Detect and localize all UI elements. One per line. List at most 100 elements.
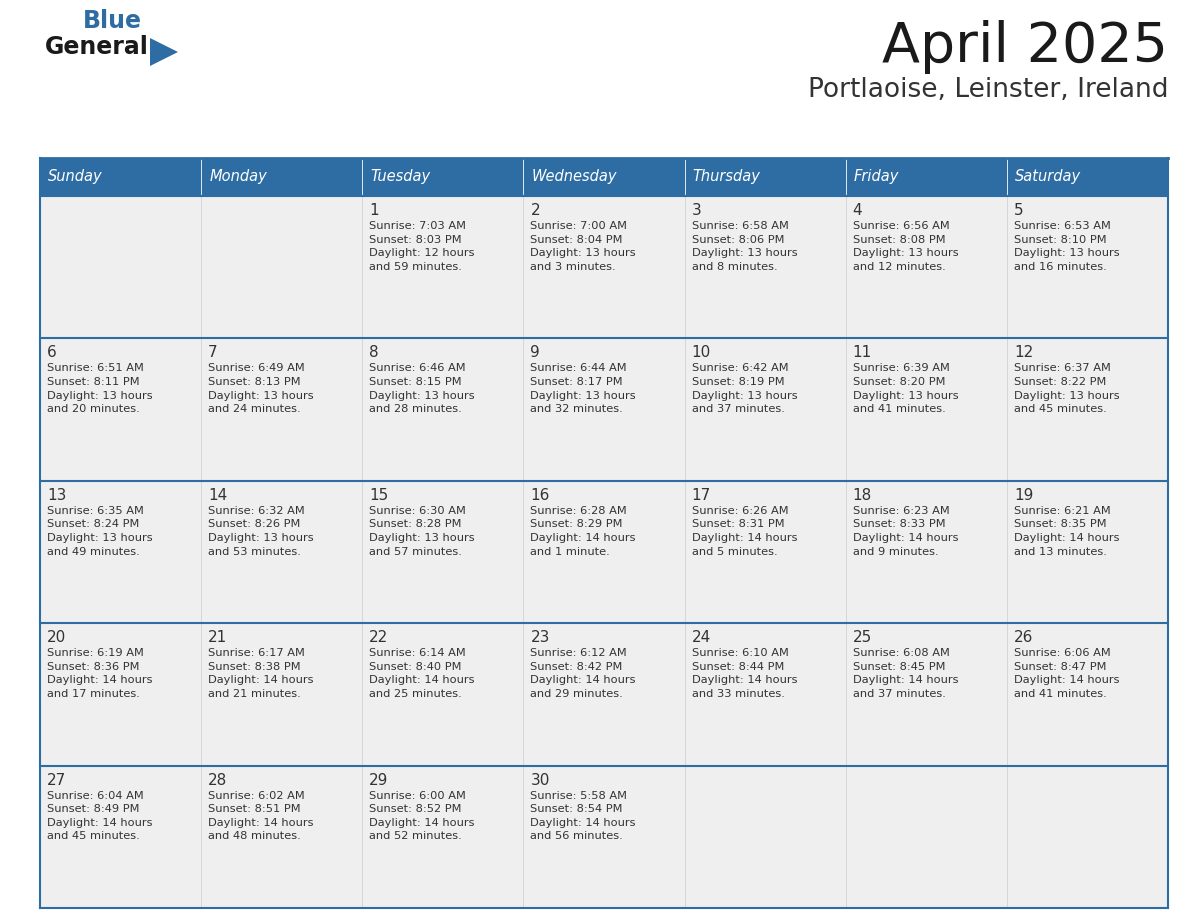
- Bar: [1007, 623, 1168, 766]
- Text: Sunrise: 6:32 AM
Sunset: 8:26 PM
Daylight: 13 hours
and 53 minutes.: Sunrise: 6:32 AM Sunset: 8:26 PM Dayligh…: [208, 506, 314, 556]
- Bar: [1007, 158, 1168, 196]
- Text: 11: 11: [853, 345, 872, 361]
- Text: Sunrise: 6:56 AM
Sunset: 8:08 PM
Daylight: 13 hours
and 12 minutes.: Sunrise: 6:56 AM Sunset: 8:08 PM Dayligh…: [853, 221, 959, 272]
- Bar: [1007, 339, 1168, 481]
- Text: Sunrise: 6:12 AM
Sunset: 8:42 PM
Daylight: 14 hours
and 29 minutes.: Sunrise: 6:12 AM Sunset: 8:42 PM Dayligh…: [530, 648, 636, 699]
- Text: 29: 29: [369, 773, 388, 788]
- Bar: [40, 339, 201, 481]
- Text: 14: 14: [208, 487, 227, 503]
- Bar: [846, 158, 1007, 196]
- Text: Sunrise: 6:17 AM
Sunset: 8:38 PM
Daylight: 14 hours
and 21 minutes.: Sunrise: 6:17 AM Sunset: 8:38 PM Dayligh…: [208, 648, 314, 699]
- Text: 27: 27: [48, 773, 67, 788]
- Bar: [362, 339, 524, 481]
- Text: Sunrise: 6:53 AM
Sunset: 8:10 PM
Daylight: 13 hours
and 16 minutes.: Sunrise: 6:53 AM Sunset: 8:10 PM Dayligh…: [1013, 221, 1119, 272]
- Text: Thursday: Thursday: [693, 170, 760, 185]
- Text: Sunrise: 6:06 AM
Sunset: 8:47 PM
Daylight: 14 hours
and 41 minutes.: Sunrise: 6:06 AM Sunset: 8:47 PM Dayligh…: [1013, 648, 1119, 699]
- Bar: [524, 339, 684, 481]
- Text: 26: 26: [1013, 630, 1034, 645]
- Text: Sunrise: 6:19 AM
Sunset: 8:36 PM
Daylight: 14 hours
and 17 minutes.: Sunrise: 6:19 AM Sunset: 8:36 PM Dayligh…: [48, 648, 152, 699]
- Bar: [362, 766, 524, 908]
- Text: Sunrise: 6:00 AM
Sunset: 8:52 PM
Daylight: 14 hours
and 52 minutes.: Sunrise: 6:00 AM Sunset: 8:52 PM Dayligh…: [369, 790, 475, 842]
- Bar: [362, 158, 524, 196]
- Text: 16: 16: [530, 487, 550, 503]
- Text: 17: 17: [691, 487, 710, 503]
- Bar: [1007, 481, 1168, 623]
- Text: 1: 1: [369, 203, 379, 218]
- Text: 9: 9: [530, 345, 541, 361]
- Bar: [524, 158, 684, 196]
- Text: 25: 25: [853, 630, 872, 645]
- Text: Sunrise: 6:10 AM
Sunset: 8:44 PM
Daylight: 14 hours
and 33 minutes.: Sunrise: 6:10 AM Sunset: 8:44 PM Dayligh…: [691, 648, 797, 699]
- Bar: [1007, 766, 1168, 908]
- Text: Sunrise: 6:58 AM
Sunset: 8:06 PM
Daylight: 13 hours
and 8 minutes.: Sunrise: 6:58 AM Sunset: 8:06 PM Dayligh…: [691, 221, 797, 272]
- Bar: [684, 623, 846, 766]
- Bar: [362, 481, 524, 623]
- Text: Sunrise: 6:42 AM
Sunset: 8:19 PM
Daylight: 13 hours
and 37 minutes.: Sunrise: 6:42 AM Sunset: 8:19 PM Dayligh…: [691, 364, 797, 414]
- Text: Sunrise: 7:03 AM
Sunset: 8:03 PM
Daylight: 12 hours
and 59 minutes.: Sunrise: 7:03 AM Sunset: 8:03 PM Dayligh…: [369, 221, 475, 272]
- Bar: [201, 623, 362, 766]
- Bar: [362, 623, 524, 766]
- Bar: [40, 481, 201, 623]
- Bar: [684, 481, 846, 623]
- Text: Sunrise: 6:46 AM
Sunset: 8:15 PM
Daylight: 13 hours
and 28 minutes.: Sunrise: 6:46 AM Sunset: 8:15 PM Dayligh…: [369, 364, 475, 414]
- Bar: [846, 339, 1007, 481]
- Text: Wednesday: Wednesday: [531, 170, 617, 185]
- Text: 15: 15: [369, 487, 388, 503]
- Text: Sunrise: 6:02 AM
Sunset: 8:51 PM
Daylight: 14 hours
and 48 minutes.: Sunrise: 6:02 AM Sunset: 8:51 PM Dayligh…: [208, 790, 314, 842]
- Text: Portlaoise, Leinster, Ireland: Portlaoise, Leinster, Ireland: [808, 77, 1168, 103]
- Text: 23: 23: [530, 630, 550, 645]
- Text: Sunrise: 6:26 AM
Sunset: 8:31 PM
Daylight: 14 hours
and 5 minutes.: Sunrise: 6:26 AM Sunset: 8:31 PM Dayligh…: [691, 506, 797, 556]
- Bar: [684, 158, 846, 196]
- Text: Sunrise: 6:35 AM
Sunset: 8:24 PM
Daylight: 13 hours
and 49 minutes.: Sunrise: 6:35 AM Sunset: 8:24 PM Dayligh…: [48, 506, 152, 556]
- Bar: [846, 766, 1007, 908]
- Text: Sunrise: 6:51 AM
Sunset: 8:11 PM
Daylight: 13 hours
and 20 minutes.: Sunrise: 6:51 AM Sunset: 8:11 PM Dayligh…: [48, 364, 152, 414]
- Bar: [524, 766, 684, 908]
- Text: 19: 19: [1013, 487, 1034, 503]
- Bar: [684, 196, 846, 339]
- Text: Sunrise: 6:08 AM
Sunset: 8:45 PM
Daylight: 14 hours
and 37 minutes.: Sunrise: 6:08 AM Sunset: 8:45 PM Dayligh…: [853, 648, 959, 699]
- Text: Sunrise: 6:30 AM
Sunset: 8:28 PM
Daylight: 13 hours
and 57 minutes.: Sunrise: 6:30 AM Sunset: 8:28 PM Dayligh…: [369, 506, 475, 556]
- Text: 10: 10: [691, 345, 710, 361]
- Text: General: General: [45, 35, 148, 59]
- Text: Sunrise: 6:28 AM
Sunset: 8:29 PM
Daylight: 14 hours
and 1 minute.: Sunrise: 6:28 AM Sunset: 8:29 PM Dayligh…: [530, 506, 636, 556]
- Text: 28: 28: [208, 773, 227, 788]
- Text: 18: 18: [853, 487, 872, 503]
- Text: 21: 21: [208, 630, 227, 645]
- Text: Sunrise: 7:00 AM
Sunset: 8:04 PM
Daylight: 13 hours
and 3 minutes.: Sunrise: 7:00 AM Sunset: 8:04 PM Dayligh…: [530, 221, 636, 272]
- Bar: [524, 481, 684, 623]
- Text: Sunrise: 6:21 AM
Sunset: 8:35 PM
Daylight: 14 hours
and 13 minutes.: Sunrise: 6:21 AM Sunset: 8:35 PM Dayligh…: [1013, 506, 1119, 556]
- Text: Friday: Friday: [854, 170, 899, 185]
- Text: 30: 30: [530, 773, 550, 788]
- Bar: [362, 196, 524, 339]
- Text: Sunrise: 6:04 AM
Sunset: 8:49 PM
Daylight: 14 hours
and 45 minutes.: Sunrise: 6:04 AM Sunset: 8:49 PM Dayligh…: [48, 790, 152, 842]
- Text: Saturday: Saturday: [1015, 170, 1081, 185]
- Text: 12: 12: [1013, 345, 1034, 361]
- Polygon shape: [150, 38, 178, 66]
- Bar: [201, 766, 362, 908]
- Bar: [846, 623, 1007, 766]
- Text: 6: 6: [48, 345, 57, 361]
- Text: Sunrise: 6:39 AM
Sunset: 8:20 PM
Daylight: 13 hours
and 41 minutes.: Sunrise: 6:39 AM Sunset: 8:20 PM Dayligh…: [853, 364, 959, 414]
- Bar: [1007, 196, 1168, 339]
- Text: 5: 5: [1013, 203, 1024, 218]
- Text: April 2025: April 2025: [881, 20, 1168, 74]
- Bar: [684, 339, 846, 481]
- Bar: [524, 196, 684, 339]
- Bar: [40, 623, 201, 766]
- Text: Tuesday: Tuesday: [371, 170, 430, 185]
- Text: Sunrise: 6:23 AM
Sunset: 8:33 PM
Daylight: 14 hours
and 9 minutes.: Sunrise: 6:23 AM Sunset: 8:33 PM Dayligh…: [853, 506, 959, 556]
- Text: 22: 22: [369, 630, 388, 645]
- Text: 8: 8: [369, 345, 379, 361]
- Text: Blue: Blue: [83, 9, 143, 33]
- Text: 2: 2: [530, 203, 541, 218]
- Bar: [40, 196, 201, 339]
- Bar: [201, 339, 362, 481]
- Bar: [201, 158, 362, 196]
- Text: Sunrise: 6:44 AM
Sunset: 8:17 PM
Daylight: 13 hours
and 32 minutes.: Sunrise: 6:44 AM Sunset: 8:17 PM Dayligh…: [530, 364, 636, 414]
- Bar: [201, 196, 362, 339]
- Text: Sunrise: 6:14 AM
Sunset: 8:40 PM
Daylight: 14 hours
and 25 minutes.: Sunrise: 6:14 AM Sunset: 8:40 PM Dayligh…: [369, 648, 475, 699]
- Bar: [684, 766, 846, 908]
- Text: 7: 7: [208, 345, 217, 361]
- Text: Sunday: Sunday: [48, 170, 102, 185]
- Bar: [201, 481, 362, 623]
